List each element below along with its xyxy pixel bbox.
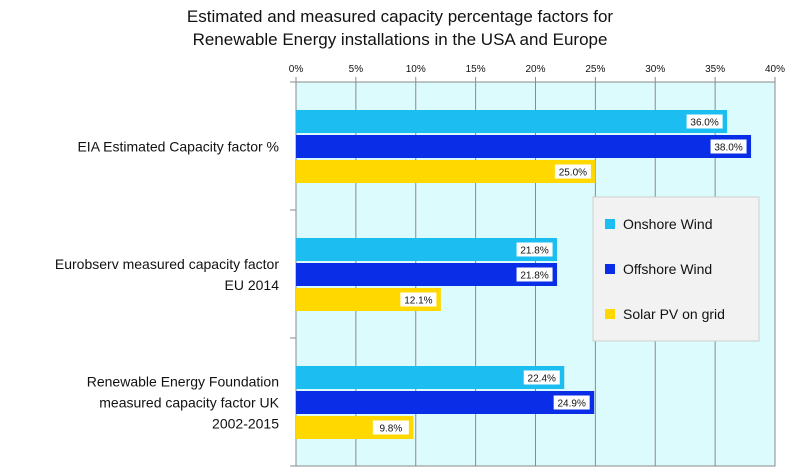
data-label-box-g3-s3 xyxy=(371,419,410,436)
bar-g3-s2 xyxy=(296,391,595,414)
legend-box xyxy=(592,196,760,342)
bar-g2-s2 xyxy=(296,263,558,286)
legend-swatch-3 xyxy=(605,309,615,319)
category-label-3-line-3: 2002-2015 xyxy=(212,416,279,432)
x-tick-label-2: 10% xyxy=(406,64,426,75)
data-label-box-g1-s3 xyxy=(553,163,592,180)
x-tick-label-1: 5% xyxy=(349,64,364,75)
data-label-g2-s1: 21.8% xyxy=(520,246,548,257)
category-label-1-line-1: EIA Estimated Capacity factor % xyxy=(77,139,279,155)
data-label-g2-s2: 21.8% xyxy=(520,271,548,282)
legend-label-1: Onshore Wind xyxy=(623,216,712,232)
x-tick-label-8: 40% xyxy=(765,64,785,75)
legend-swatch-2 xyxy=(605,264,615,274)
legend-swatch-1 xyxy=(605,219,615,229)
data-label-box-g3-s1 xyxy=(522,369,561,386)
x-tick-label-7: 35% xyxy=(705,64,725,75)
data-label-box-g2-s2 xyxy=(515,266,554,283)
x-tick-label-4: 20% xyxy=(525,64,545,75)
category-label-2-line-2: EU 2014 xyxy=(225,277,280,293)
data-label-g1-s2: 38.0% xyxy=(714,143,742,154)
bar-g3-s1 xyxy=(296,366,565,389)
bar-g2-s1 xyxy=(296,238,558,261)
data-label-g1-s1: 36.0% xyxy=(690,118,718,129)
x-tick-label-0: 0% xyxy=(289,64,304,75)
category-label-2-line-1: Eurobserv measured capacity factor xyxy=(55,256,279,272)
x-tick-label-3: 15% xyxy=(466,64,486,75)
data-label-g3-s2: 24.9% xyxy=(557,399,585,410)
bar-g1-s1 xyxy=(296,110,728,133)
data-label-box-g1-s2 xyxy=(709,138,748,155)
category-label-3-line-2: measured capacity factor UK xyxy=(99,395,279,411)
chart-title-line-1: Estimated and measured capacity percenta… xyxy=(187,7,614,26)
data-label-box-g2-s1 xyxy=(515,241,554,258)
data-label-g3-s3: 9.8% xyxy=(379,424,402,435)
category-label-3-line-1: Renewable Energy Foundation xyxy=(87,374,279,390)
legend-label-3: Solar PV on grid xyxy=(623,306,725,322)
data-label-g1-s3: 25.0% xyxy=(559,168,587,179)
x-tick-label-5: 25% xyxy=(585,64,605,75)
bar-g1-s3 xyxy=(296,160,596,183)
data-label-box-g1-s1 xyxy=(685,113,724,130)
legend-label-2: Offshore Wind xyxy=(623,261,712,277)
x-tick-label-6: 30% xyxy=(645,64,665,75)
data-label-g3-s1: 22.4% xyxy=(528,374,556,385)
data-label-g2-s3: 12.1% xyxy=(404,296,432,307)
data-label-box-g3-s2 xyxy=(552,394,591,411)
chart-title-line-2: Renewable Energy installations in the US… xyxy=(193,30,608,49)
bar-g1-s2 xyxy=(296,135,752,158)
data-label-box-g2-s3 xyxy=(399,291,438,308)
